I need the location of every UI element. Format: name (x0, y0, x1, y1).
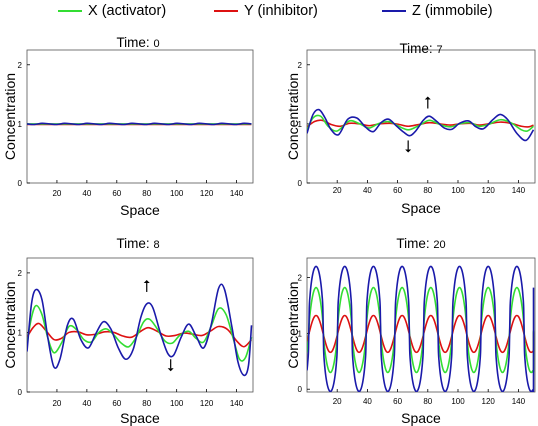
x-axis-label: Space (401, 410, 441, 426)
x-tick-label: 20 (333, 186, 342, 195)
panel-title-value: 0 (153, 38, 159, 50)
panel-0: Time: 0 20 40 60 80 100 120 140 0 1 2 Space Concentr… (2, 35, 254, 218)
y-tick-label: 0 (298, 385, 303, 394)
x-tick-label: 20 (52, 189, 61, 198)
panel-2: Time: 8 20 40 60 80 100 120 140 0 1 2 Space Concentr… (2, 236, 254, 426)
y-tick-label: 1 (298, 329, 303, 338)
y-tick-label: 2 (298, 61, 303, 70)
y-tick-label: 2 (298, 274, 303, 283)
x-axis-label: Space (120, 410, 160, 426)
panel-title-value: 8 (153, 239, 159, 251)
panel-title: Time: 0 (116, 35, 159, 50)
x-tick-label: 60 (393, 397, 402, 406)
panel-title: Time: 8 (116, 236, 159, 251)
panel-title-prefix: Time: (396, 236, 433, 251)
x-tick-label: 60 (112, 189, 121, 198)
legend: X (activator) Y (inhibitor) Z (immobile) (0, 0, 538, 22)
arrow-head (424, 96, 431, 100)
x-tick-label: 140 (230, 189, 244, 198)
x-tick-label: 80 (142, 399, 151, 408)
legend-label-x: X (activator) (88, 3, 167, 19)
plot-frame (26, 257, 254, 393)
series-line-z (27, 122, 252, 126)
y-tick-label: 1 (18, 328, 23, 337)
x-tick-label: 100 (451, 397, 465, 406)
plot-frame (306, 257, 536, 393)
series-line-z (307, 108, 535, 142)
y-tick-label: 2 (18, 269, 23, 278)
series-line-x (307, 286, 535, 374)
y-axis-label: Concentration (2, 73, 18, 160)
panel-title: Time: 20 (396, 236, 445, 251)
x-tick-label: 80 (142, 189, 151, 198)
x-tick-label: 40 (363, 186, 372, 195)
plot-frame (306, 49, 536, 184)
x-tick-label: 40 (82, 399, 91, 408)
y-tick-label: 1 (18, 120, 23, 129)
x-tick-label: 60 (112, 399, 121, 408)
panel-title-prefix: Time: (116, 35, 153, 50)
x-tick-label: 60 (393, 186, 402, 195)
x-tick-label: 100 (170, 189, 184, 198)
x-tick-label: 140 (512, 397, 526, 406)
legend-swatch-z (382, 10, 406, 12)
x-tick-label: 40 (82, 189, 91, 198)
panel-title-value: 7 (436, 44, 442, 56)
y-tick-label: 0 (18, 179, 23, 188)
x-tick-label: 80 (423, 397, 432, 406)
series-line-y (307, 119, 534, 128)
x-tick-label: 20 (52, 399, 61, 408)
legend-label-y: Y (inhibitor) (244, 3, 318, 19)
plot-frame (26, 49, 254, 184)
series-line-y (307, 314, 535, 354)
x-tick-label: 40 (363, 397, 372, 406)
legend-swatch-x (58, 10, 82, 12)
x-tick-label: 80 (423, 186, 432, 195)
y-tick-label: 0 (18, 388, 23, 397)
x-tick-label: 100 (170, 399, 184, 408)
panel-title: Time: 7 (399, 41, 442, 56)
arrow-head (405, 149, 412, 153)
series-line-z (307, 265, 535, 392)
x-tick-label: 120 (200, 399, 214, 408)
arrow-head (143, 279, 150, 283)
x-tick-label: 100 (451, 186, 465, 195)
x-tick-label: 20 (333, 397, 342, 406)
y-tick-label: 0 (298, 179, 303, 188)
y-axis-label: Concentration (285, 73, 301, 160)
legend-label-z: Z (immobile) (412, 3, 493, 19)
arrow-head (167, 368, 174, 372)
panel-title-prefix: Time: (399, 41, 436, 56)
x-tick-label: 120 (200, 189, 214, 198)
series-line-x (27, 304, 253, 362)
x-tick-label: 140 (512, 186, 526, 195)
y-tick-label: 1 (298, 120, 303, 129)
panel-title-value: 20 (433, 239, 445, 251)
x-tick-label: 120 (482, 186, 496, 195)
x-tick-label: 120 (482, 397, 496, 406)
series-line-z (27, 283, 253, 377)
y-axis-label: Concentration (285, 281, 301, 368)
y-tick-label: 2 (18, 61, 23, 70)
panel-1: Time: 7 20 40 60 80 100 120 140 0 1 2 Space Concentr… (285, 41, 536, 216)
legend-swatch-y (214, 10, 238, 12)
x-axis-label: Space (120, 202, 160, 218)
y-axis-label: Concentration (2, 281, 18, 368)
x-axis-label: Space (401, 200, 441, 216)
panel-title-prefix: Time: (116, 236, 153, 251)
x-tick-label: 140 (230, 399, 244, 408)
